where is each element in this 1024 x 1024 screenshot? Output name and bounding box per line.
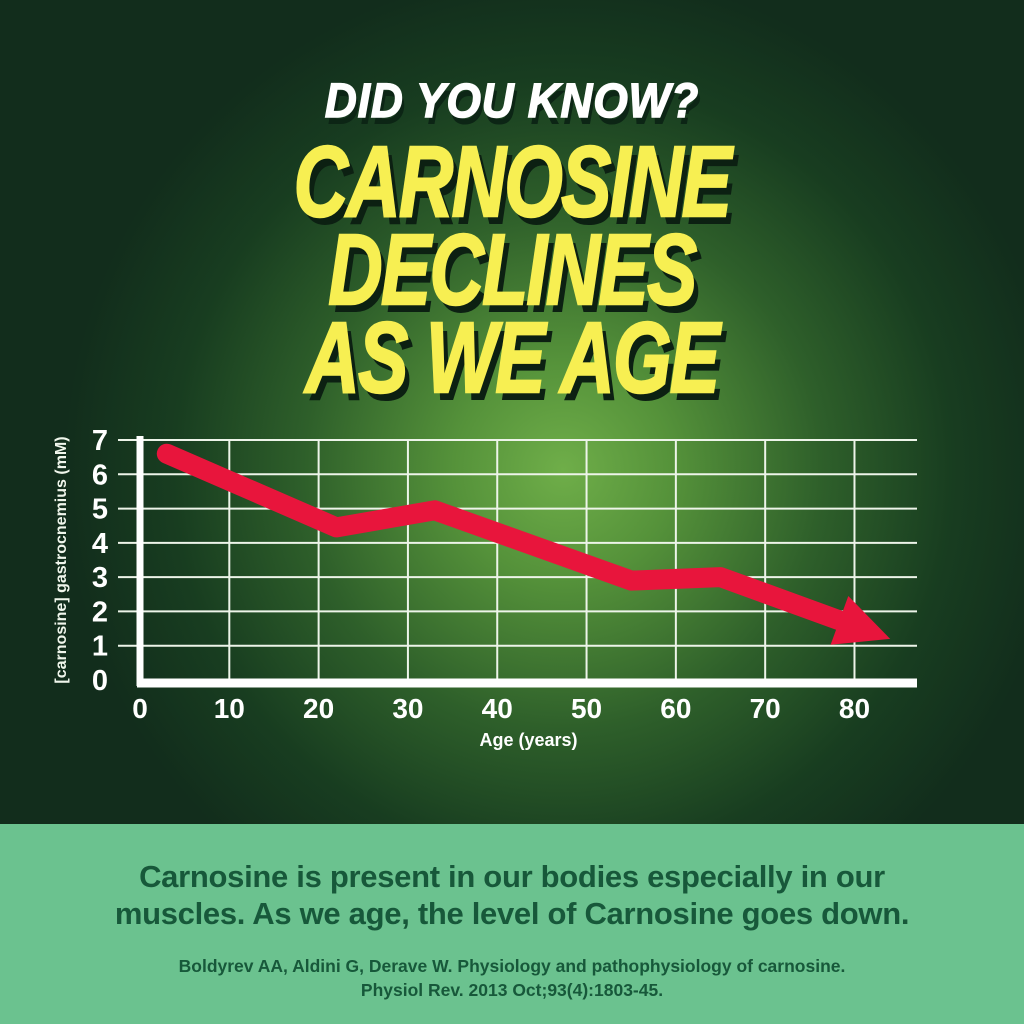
svg-text:5: 5 — [92, 494, 108, 526]
citation: Boldyrev AA, Aldini G, Derave W. Physiol… — [0, 954, 1024, 1002]
citation-line-2: Physiol Rev. 2013 Oct;93(4):1803-45. — [360, 980, 664, 1000]
headline-line-1: CARNOSINE DECLINES — [293, 126, 733, 326]
svg-text:60: 60 — [660, 693, 691, 724]
svg-text:6: 6 — [92, 459, 108, 491]
svg-text:0: 0 — [132, 693, 148, 724]
footer-description-line-2: muscles. As we age, the level of Carnosi… — [114, 896, 910, 931]
svg-text:30: 30 — [392, 693, 423, 724]
svg-text:80: 80 — [839, 693, 870, 724]
svg-text:7: 7 — [92, 425, 108, 457]
svg-text:20: 20 — [303, 693, 334, 724]
carnosine-decline-chart: 0 1 2 3 4 5 6 7 0 10 20 30 40 50 60 70 80 Age (years) [car… — [40, 422, 930, 762]
svg-text:Age (years): Age (years) — [479, 730, 577, 750]
svg-text:4: 4 — [92, 528, 108, 560]
main-headline: CARNOSINE DECLINES AS WE AGE — [128, 126, 896, 414]
footer-band: Carnosine is present in our bodies espec… — [0, 824, 1024, 1024]
kicker-title: DID YOU KNOW? — [324, 74, 700, 129]
svg-text:0: 0 — [92, 665, 108, 697]
svg-text:70: 70 — [750, 693, 781, 724]
svg-text:2: 2 — [92, 596, 108, 628]
svg-text:3: 3 — [92, 562, 108, 594]
dark-gradient-background: DID YOU KNOW? CARNOSINE DECLINES AS WE A… — [0, 0, 1024, 824]
svg-text:10: 10 — [214, 693, 245, 724]
svg-text:40: 40 — [482, 693, 513, 724]
citation-line-1: Boldyrev AA, Aldini G, Derave W. Physiol… — [178, 956, 846, 976]
svg-text:[carnosine] gastrocnemius (mM): [carnosine] gastrocnemius (mM) — [53, 436, 70, 683]
svg-text:50: 50 — [571, 693, 602, 724]
svg-text:1: 1 — [92, 631, 108, 663]
headline-line-2: AS WE AGE — [305, 302, 721, 414]
footer-description: Carnosine is present in our bodies espec… — [0, 858, 1024, 932]
footer-description-line-1: Carnosine is present in our bodies espec… — [139, 859, 885, 894]
